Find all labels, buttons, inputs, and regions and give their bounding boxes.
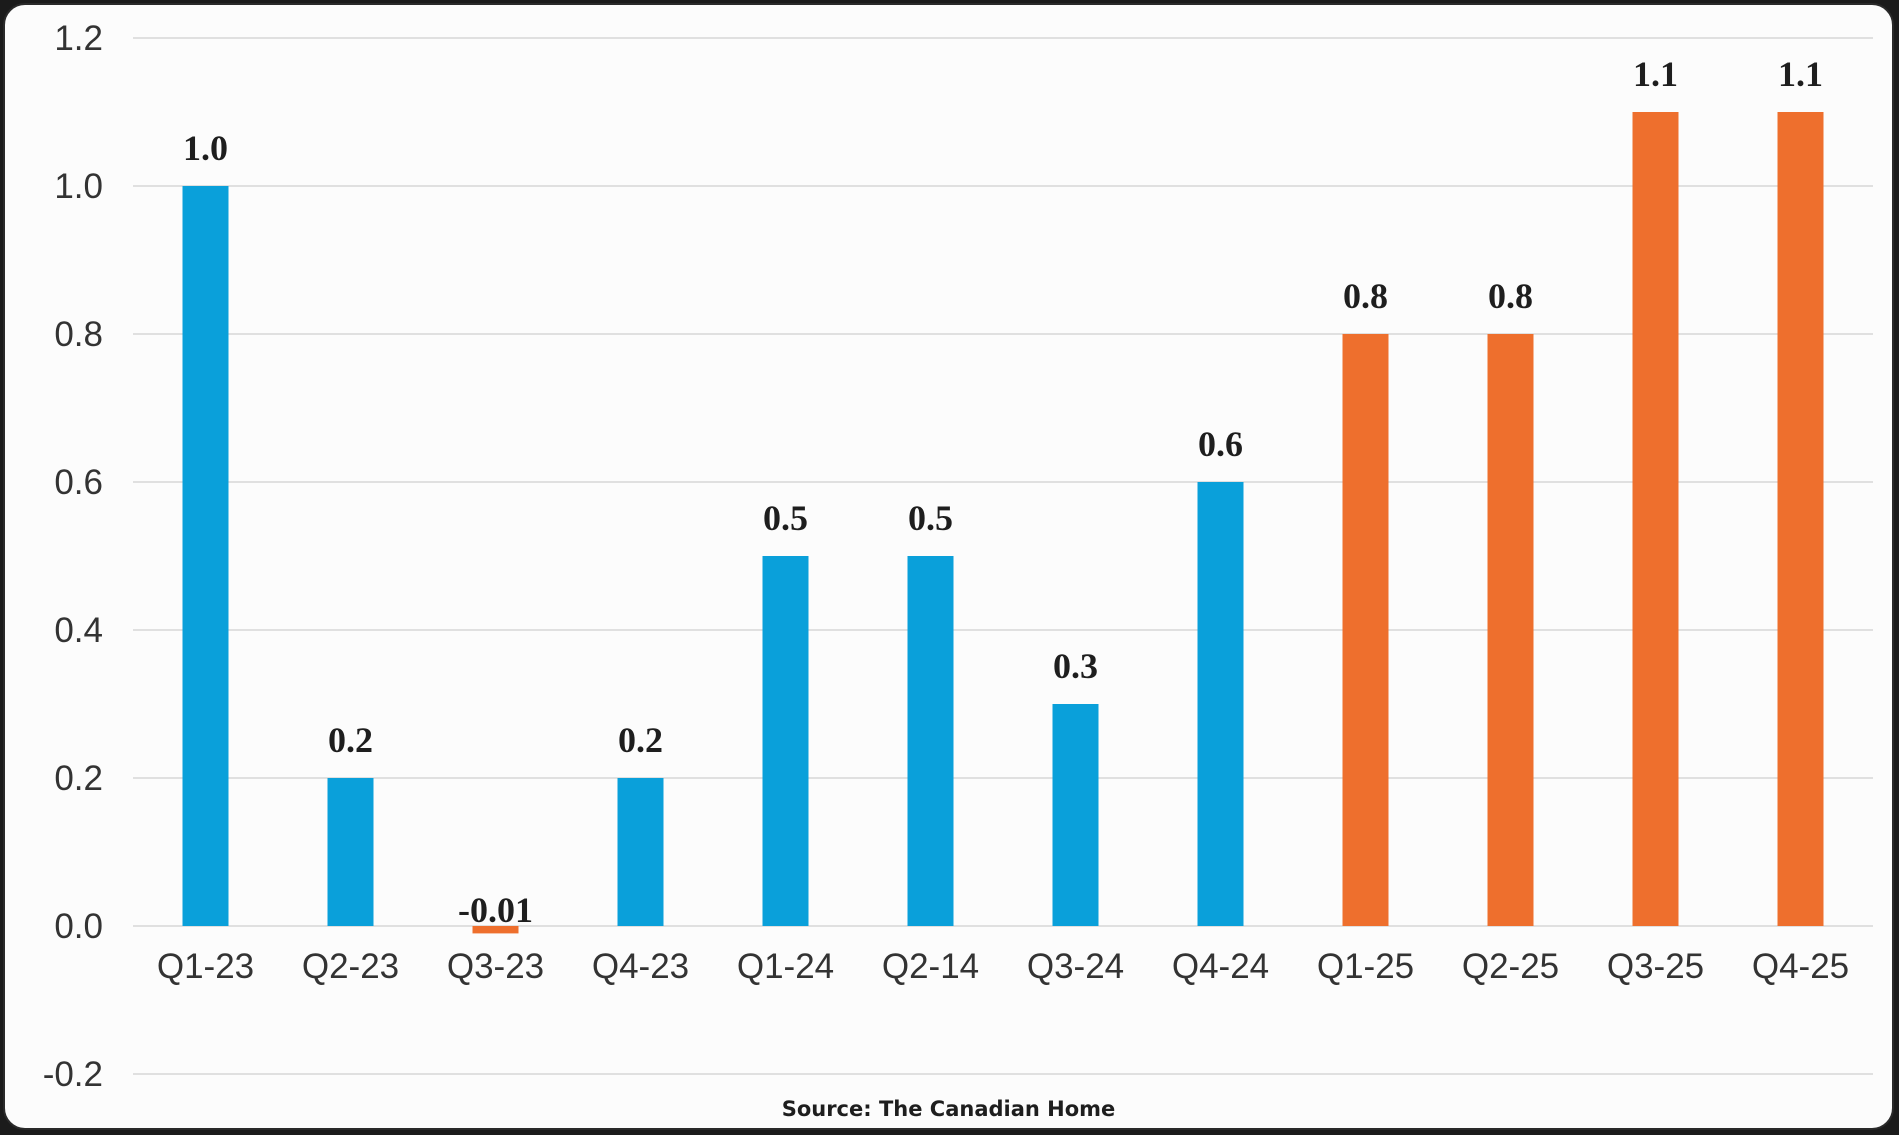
chart-frame: -0.2 0.0 0.2 0.4 0.6 0.8 1.0 1.2 1.0 0.2 -0.01 0.2… [3, 3, 1894, 1130]
x-tick-label: Q3-24 [1027, 947, 1124, 986]
x-tick-label: Q4-23 [592, 947, 689, 986]
data-label: 0.2 [328, 720, 373, 760]
y-tick-label: 0.6 [54, 463, 103, 502]
data-label: -0.01 [458, 890, 533, 930]
bar-q2-23 [327, 778, 374, 926]
y-tick-label: 1.0 [54, 167, 103, 206]
data-label: 0.8 [1488, 276, 1533, 316]
gridlines [133, 37, 1873, 1075]
bar-q2-14 [907, 556, 954, 926]
y-tick-label: 1.2 [54, 19, 103, 58]
x-tick-label: Q1-24 [737, 947, 834, 986]
bar-q4-25 [1777, 112, 1824, 926]
data-label: 1.1 [1778, 54, 1823, 94]
bar-q3-24 [1052, 704, 1099, 926]
data-label: 0.3 [1053, 646, 1098, 686]
data-label: 0.6 [1198, 424, 1243, 464]
x-tick-label: Q2-14 [882, 947, 979, 986]
bar-q2-25 [1487, 334, 1534, 926]
x-axis-ticks: Q1-23 Q2-23 Q3-23 Q4-23 Q1-24 Q2-14 Q3-24 Q4-24… [157, 947, 1849, 986]
bar-q1-23 [182, 186, 229, 926]
x-tick-label: Q4-25 [1752, 947, 1849, 986]
x-tick-label: Q2-25 [1462, 947, 1559, 986]
data-label: 1.0 [183, 128, 228, 168]
data-labels: 1.0 0.2 -0.01 0.2 0.5 0.5 0.3 0.6 0.8 0.8 1.1 1.1 [183, 54, 1823, 930]
y-axis-ticks: -0.2 0.0 0.2 0.4 0.6 0.8 1.0 1.2 [43, 19, 103, 1094]
x-tick-label: Q4-24 [1172, 947, 1269, 986]
y-tick-label: 0.8 [54, 315, 103, 354]
y-tick-label: 0.0 [54, 907, 103, 946]
source-note: Source: The Canadian Home [781, 1097, 1116, 1121]
y-tick-label: -0.2 [43, 1055, 103, 1094]
x-tick-label: Q2-23 [302, 947, 399, 986]
bar-q3-23 [472, 926, 519, 934]
bar-q1-25 [1342, 334, 1389, 926]
y-tick-label: 0.4 [54, 611, 103, 650]
data-label: 0.2 [618, 720, 663, 760]
x-tick-label: Q3-23 [447, 947, 544, 986]
data-label: 0.5 [908, 498, 953, 538]
x-tick-label: Q1-23 [157, 947, 254, 986]
bars [182, 112, 1824, 934]
x-tick-label: Q3-25 [1607, 947, 1704, 986]
data-label: 0.8 [1343, 276, 1388, 316]
bar-q1-24 [762, 556, 809, 926]
y-tick-label: 0.2 [54, 759, 103, 798]
bar-chart: -0.2 0.0 0.2 0.4 0.6 0.8 1.0 1.2 1.0 0.2 -0.01 0.2… [43, 19, 1873, 1094]
x-tick-label: Q1-25 [1317, 947, 1414, 986]
data-label: 1.1 [1633, 54, 1678, 94]
data-label: 0.5 [763, 498, 808, 538]
bar-q3-25 [1632, 112, 1679, 926]
bar-q4-24 [1197, 482, 1244, 926]
bar-q4-23 [617, 778, 664, 926]
